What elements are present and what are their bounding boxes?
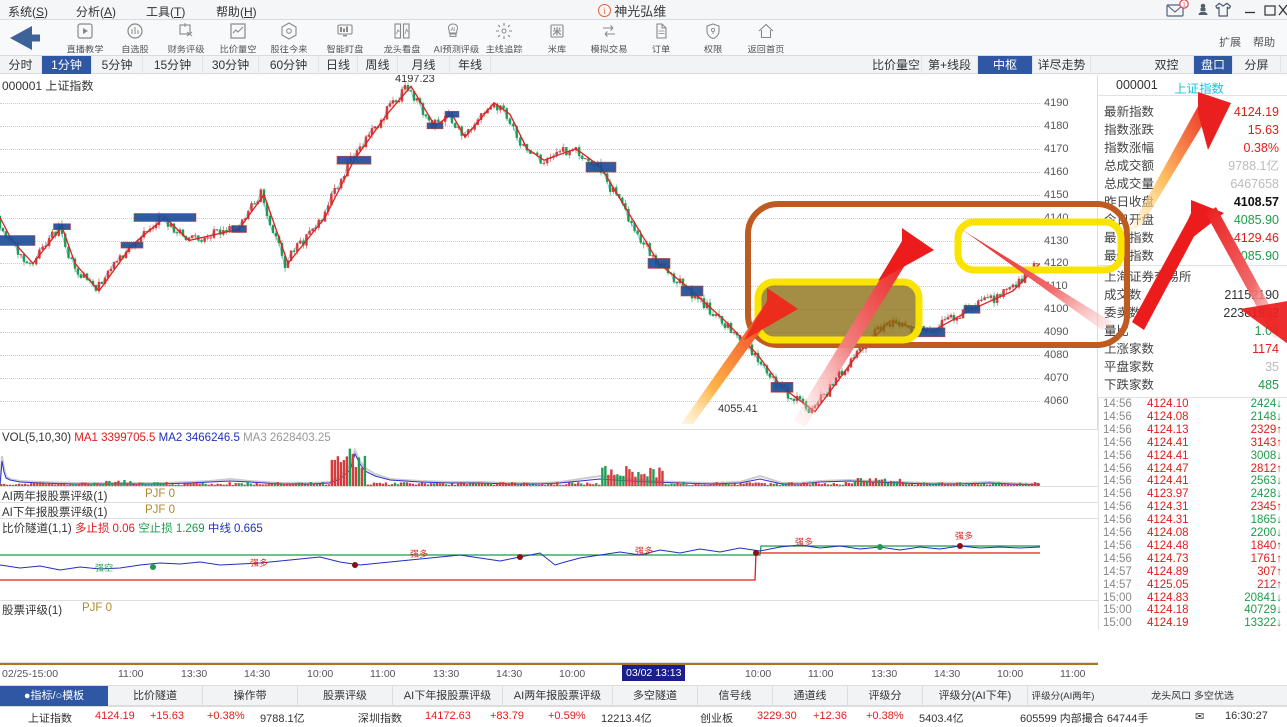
svg-text:AI: AI <box>451 27 456 33</box>
svg-text:米: 米 <box>552 27 561 37</box>
